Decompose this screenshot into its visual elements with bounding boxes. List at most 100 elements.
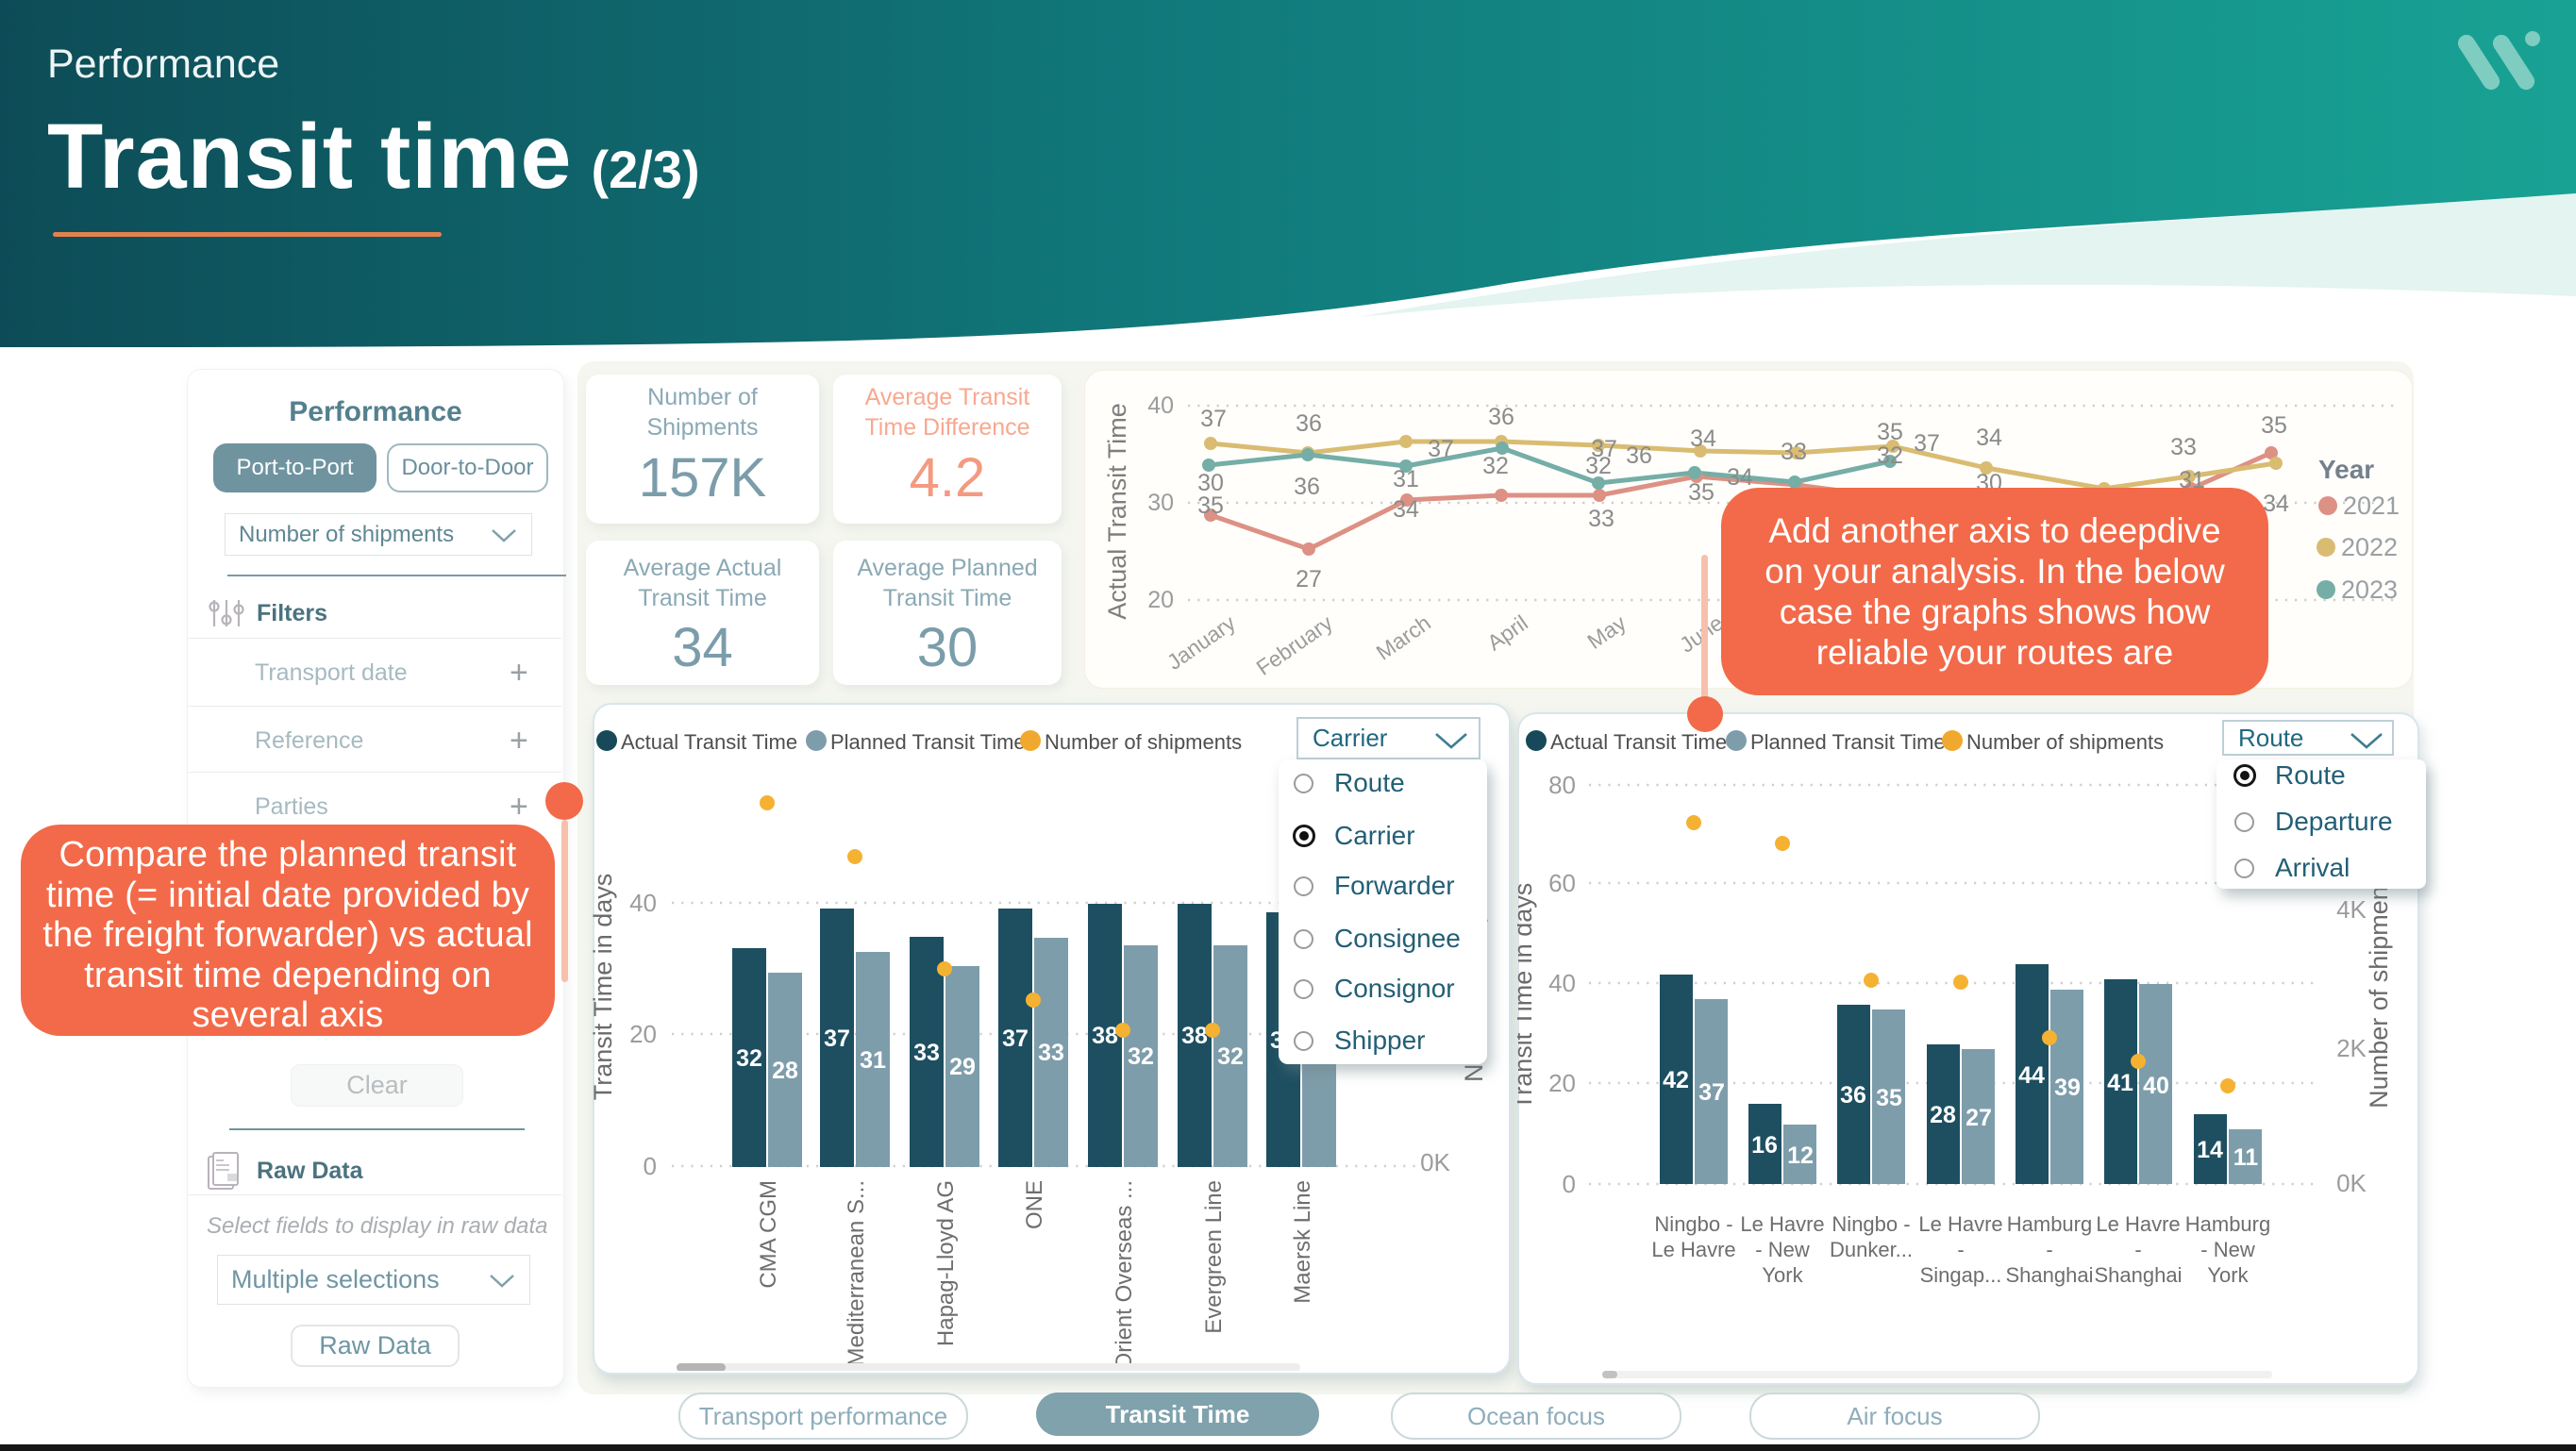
svg-text:37: 37 — [1200, 406, 1227, 432]
svg-text:34: 34 — [1727, 464, 1753, 491]
svg-text:0K: 0K — [2336, 1169, 2367, 1197]
svg-text:May: May — [1582, 610, 1631, 655]
svg-text:42: 42 — [1663, 1067, 1689, 1093]
svg-text:32: 32 — [1128, 1043, 1154, 1070]
svg-text:Actual Transit Time: Actual Transit Time — [621, 730, 797, 754]
svg-text:27: 27 — [1965, 1105, 1992, 1131]
svg-text:33: 33 — [1781, 439, 1807, 465]
svg-text:Hamburg: Hamburg — [2185, 1212, 2270, 1236]
svg-text:35: 35 — [1688, 479, 1715, 506]
svg-text:32: 32 — [1482, 453, 1509, 479]
svg-text:39: 39 — [2054, 1075, 2081, 1101]
svg-text:20: 20 — [629, 1020, 657, 1048]
svg-text:York: York — [1762, 1263, 1803, 1287]
svg-text:40: 40 — [1147, 392, 1174, 419]
svg-text:34: 34 — [1976, 425, 2002, 451]
svg-text:Number of shipments: Number of shipments — [1045, 730, 1242, 754]
svg-text:34: 34 — [2263, 491, 2289, 517]
svg-text:29: 29 — [949, 1054, 976, 1080]
svg-text:27: 27 — [1296, 566, 1322, 592]
svg-text:2021: 2021 — [2343, 492, 2400, 520]
svg-text:30: 30 — [1147, 490, 1174, 516]
svg-text:11: 11 — [2233, 1144, 2259, 1171]
svg-text:37: 37 — [1428, 436, 1454, 462]
svg-text:60: 60 — [1548, 869, 1576, 897]
svg-text:-: - — [2134, 1238, 2141, 1261]
svg-text:Ningbo -: Ningbo - — [1654, 1212, 1732, 1236]
svg-text:March: March — [1372, 610, 1435, 665]
svg-text:0: 0 — [1563, 1170, 1576, 1198]
svg-text:41: 41 — [2107, 1070, 2133, 1096]
svg-text:Le Havre: Le Havre — [1740, 1212, 1824, 1236]
svg-text:44: 44 — [2018, 1062, 2045, 1089]
svg-text:32: 32 — [1585, 453, 1612, 479]
svg-text:32: 32 — [1877, 442, 1903, 469]
svg-text:16: 16 — [1751, 1132, 1778, 1159]
svg-text:-: - — [1957, 1238, 1964, 1261]
svg-text:36: 36 — [1626, 442, 1652, 469]
svg-text:February: February — [1252, 610, 1338, 680]
svg-text:Orient Overseas ...: Orient Overseas ... — [1112, 1180, 1137, 1370]
svg-text:Actual Transit Time: Actual Transit Time — [1550, 730, 1727, 754]
svg-text:April: April — [1482, 610, 1532, 656]
svg-text:36: 36 — [1488, 404, 1514, 430]
svg-text:35: 35 — [1876, 1085, 1902, 1111]
svg-text:35: 35 — [2261, 412, 2287, 439]
svg-text:28: 28 — [1930, 1102, 1956, 1128]
svg-text:0K: 0K — [1420, 1148, 1450, 1176]
svg-text:36: 36 — [1294, 474, 1320, 500]
svg-text:Number of shipmen: Number of shipmen — [2365, 886, 2393, 1109]
svg-text:Shanghai: Shanghai — [2095, 1263, 2183, 1287]
svg-text:14: 14 — [2197, 1137, 2223, 1163]
svg-text:Mediterranean S...: Mediterranean S... — [844, 1180, 869, 1366]
svg-text:33: 33 — [1588, 506, 1614, 532]
svg-text:37: 37 — [1002, 1026, 1029, 1052]
svg-text:Le Havre: Le Havre — [1651, 1238, 1735, 1261]
svg-text:37: 37 — [824, 1026, 850, 1052]
svg-text:2K: 2K — [2336, 1034, 2367, 1062]
svg-text:January: January — [1163, 610, 1240, 675]
svg-text:Transit Time in days: Transit Time in days — [593, 874, 617, 1101]
svg-text:40: 40 — [629, 889, 657, 917]
svg-text:Shanghai: Shanghai — [2006, 1263, 2094, 1287]
svg-text:- New: - New — [1755, 1238, 1810, 1261]
svg-text:2022: 2022 — [2341, 533, 2398, 561]
svg-text:CMA CGM: CMA CGM — [756, 1180, 781, 1289]
svg-text:Evergreen Line: Evergreen Line — [1201, 1180, 1227, 1334]
svg-text:34: 34 — [1393, 496, 1419, 523]
svg-text:Ningbo -: Ningbo - — [1832, 1212, 1910, 1236]
svg-text:33: 33 — [913, 1040, 940, 1066]
svg-text:Le Havre: Le Havre — [1918, 1212, 2002, 1236]
svg-text:32: 32 — [1217, 1043, 1244, 1070]
svg-text:Le Havre: Le Havre — [2096, 1212, 2180, 1236]
svg-text:Year: Year — [2318, 455, 2374, 484]
svg-text:0: 0 — [644, 1152, 657, 1180]
svg-text:4K: 4K — [2336, 895, 2367, 924]
svg-text:38: 38 — [1181, 1023, 1208, 1049]
svg-text:37: 37 — [1698, 1079, 1725, 1106]
svg-text:Number of shipments: Number of shipments — [1966, 730, 2164, 754]
svg-text:Maersk Line: Maersk Line — [1290, 1180, 1315, 1304]
svg-text:20: 20 — [1147, 587, 1174, 613]
svg-text:Singap...: Singap... — [1920, 1263, 2002, 1287]
svg-text:30: 30 — [1197, 470, 1224, 496]
svg-text:Transit Time in days: Transit Time in days — [1517, 883, 1537, 1110]
svg-text:32: 32 — [736, 1045, 762, 1072]
svg-text:2023: 2023 — [2341, 575, 2398, 604]
svg-text:34: 34 — [1690, 425, 1716, 452]
svg-text:33: 33 — [2170, 434, 2197, 460]
svg-text:31: 31 — [860, 1047, 886, 1074]
svg-text:35: 35 — [1197, 492, 1224, 519]
svg-text:- New: - New — [2200, 1238, 2255, 1261]
svg-text:37: 37 — [1591, 436, 1617, 462]
svg-text:35: 35 — [1877, 419, 1903, 445]
svg-text:12: 12 — [1787, 1142, 1814, 1169]
svg-text:40: 40 — [2143, 1073, 2169, 1099]
svg-text:Hamburg: Hamburg — [2007, 1212, 2092, 1236]
svg-text:33: 33 — [1038, 1040, 1064, 1066]
svg-text:36: 36 — [1840, 1082, 1866, 1109]
svg-text:-: - — [2046, 1238, 2052, 1261]
svg-text:31: 31 — [1393, 466, 1419, 492]
svg-text:38: 38 — [1092, 1023, 1118, 1049]
svg-text:Actual Transit Time: Actual Transit Time — [1103, 403, 1131, 620]
